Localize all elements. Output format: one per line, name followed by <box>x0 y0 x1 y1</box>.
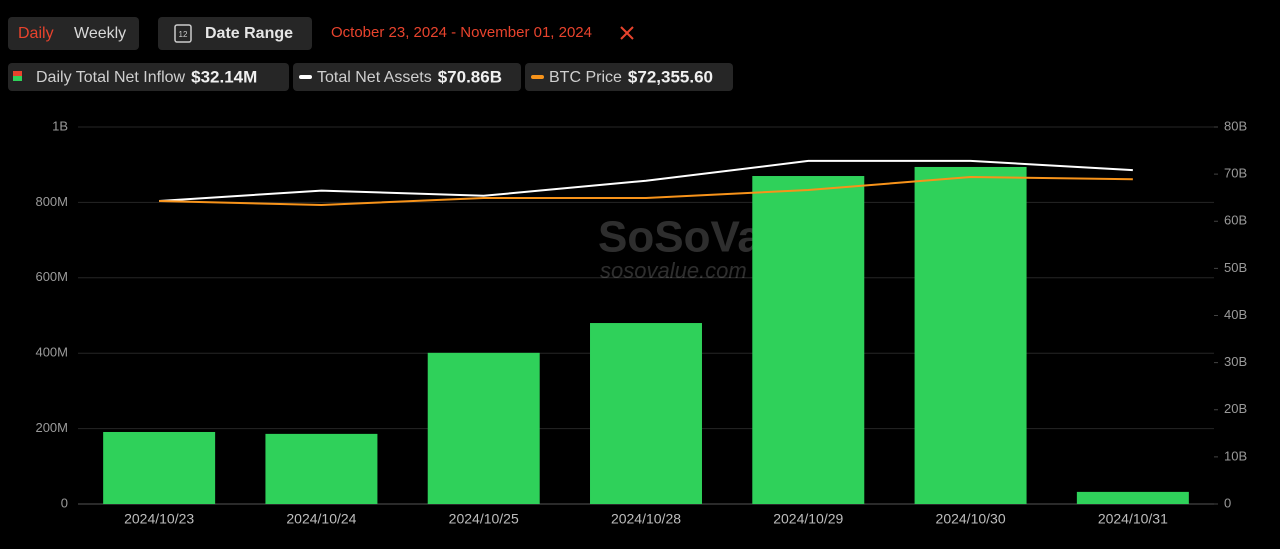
x-tick-label: 2024/10/30 <box>936 511 1006 527</box>
legend-summary: $72,355.60 <box>628 67 713 86</box>
y2-tick-label: 20B <box>1224 401 1247 416</box>
x-tick-label: 2024/10/23 <box>124 511 194 527</box>
legend-pill <box>8 63 289 91</box>
clear-range[interactable] <box>620 26 634 40</box>
legend-swatch <box>531 75 544 79</box>
y-tick-label: 200M <box>35 420 68 435</box>
x-tick-label: 2024/10/29 <box>773 511 843 527</box>
y-tick-label: 800M <box>35 194 68 209</box>
legend-swatch <box>13 76 22 81</box>
legend-name: BTC Price <box>549 69 622 86</box>
period-toggle[interactable] <box>8 17 139 50</box>
y2-tick-label: 0 <box>1224 495 1231 510</box>
y2-tick-label: 60B <box>1224 213 1247 228</box>
legend-name: Daily Total Net Inflow <box>36 69 186 86</box>
line <box>159 176 1133 206</box>
y-tick-label: 1B <box>52 118 68 133</box>
line <box>159 159 1133 202</box>
legend-pill <box>525 63 733 91</box>
bar <box>914 166 1027 504</box>
range-text: October 23, 2024 - November 01, 2024 <box>331 24 592 41</box>
x-tick-label: 2024/10/31 <box>1098 511 1168 527</box>
date-range-button[interactable] <box>158 17 312 50</box>
bar <box>427 352 540 504</box>
legend-pill <box>293 63 521 91</box>
bar <box>590 323 702 504</box>
legend-summary: $70.86B <box>438 67 502 86</box>
y2-tick-label: 50B <box>1224 260 1247 275</box>
x-tick-label: 2024/10/24 <box>286 511 356 527</box>
x-tick-label: 2024/10/28 <box>611 511 681 527</box>
y-tick-label: 400M <box>35 345 68 360</box>
y-tick-label: 0 <box>61 495 68 510</box>
legend-swatch <box>299 75 312 79</box>
calendar-icon <box>174 24 192 43</box>
date-range-label[interactable]: Date Range <box>205 25 293 42</box>
y2-tick-label: 10B <box>1224 448 1247 463</box>
bar <box>1076 491 1189 504</box>
y2-tick-label: 80B <box>1224 118 1247 133</box>
y2-tick-label: 70B <box>1224 166 1247 181</box>
y2-tick-label: 40B <box>1224 307 1247 322</box>
bar <box>103 431 216 504</box>
x-tick-label: 2024/10/25 <box>449 511 519 527</box>
weekly-tab[interactable]: Weekly <box>74 25 126 42</box>
legend-summary: $32.14M <box>191 67 257 86</box>
bar <box>752 176 865 504</box>
y2-tick-label: 30B <box>1224 354 1247 369</box>
daily-tab[interactable]: Daily <box>18 25 54 42</box>
calendar-day: 12 <box>179 30 188 39</box>
watermark-url: sosovalue.com <box>600 258 747 283</box>
y-tick-label: 600M <box>35 269 68 284</box>
bar <box>265 433 378 504</box>
legend-name: Total Net Assets <box>317 69 432 86</box>
legend-swatch <box>13 71 22 76</box>
